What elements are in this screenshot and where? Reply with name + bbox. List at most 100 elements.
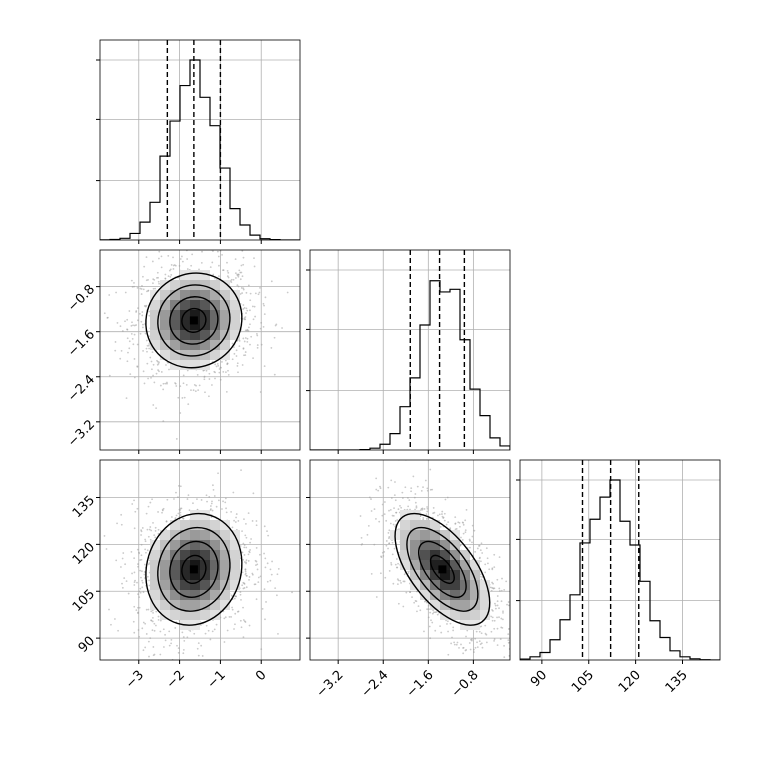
y-tick-label: −1.6 — [65, 327, 98, 360]
sample-point — [120, 523, 123, 526]
sample-point — [142, 275, 144, 278]
sample-point — [187, 494, 190, 497]
sample-point — [129, 373, 132, 375]
sample-point — [242, 619, 245, 621]
sample-point — [440, 631, 443, 634]
sample-point — [413, 496, 416, 499]
sample-point — [381, 503, 384, 506]
density-cell — [150, 590, 160, 600]
sample-point — [167, 254, 170, 257]
sample-point — [506, 603, 508, 606]
sample-point — [133, 333, 136, 336]
sample-point — [115, 291, 117, 294]
sample-point — [136, 286, 139, 289]
density-cell — [460, 600, 470, 610]
sample-point — [259, 391, 262, 393]
sample-point — [391, 541, 394, 544]
sample-point — [128, 310, 131, 312]
sample-point — [441, 510, 444, 513]
sample-point — [227, 276, 230, 279]
sample-point — [137, 629, 140, 631]
sample-point — [256, 568, 259, 571]
sample-point — [126, 360, 129, 363]
sample-point — [496, 578, 499, 581]
sample-point — [175, 514, 178, 517]
sample-point — [226, 261, 228, 264]
sample-point — [257, 293, 260, 296]
sample-point — [254, 315, 257, 318]
sample-point — [493, 638, 496, 641]
sample-point — [239, 591, 242, 594]
density-cell — [190, 570, 200, 580]
sample-point — [235, 355, 238, 357]
sample-point — [402, 605, 405, 608]
sample-point — [265, 601, 267, 603]
sample-point — [234, 623, 236, 626]
sample-point — [242, 304, 245, 306]
sample-point — [207, 629, 210, 632]
sample-point — [240, 598, 242, 601]
sample-point — [491, 619, 494, 622]
sample-point — [185, 383, 188, 386]
sample-point — [503, 644, 505, 647]
density-cell — [190, 350, 200, 360]
x-tick-label: 135 — [663, 668, 691, 696]
density-cell — [200, 330, 210, 340]
sample-point — [243, 554, 246, 556]
sample-point — [254, 559, 257, 562]
sample-point — [235, 516, 237, 519]
sample-point — [201, 250, 203, 253]
sample-point — [144, 548, 147, 551]
sample-point — [209, 505, 212, 507]
sample-point — [462, 647, 464, 649]
sample-point — [507, 604, 510, 607]
sample-point — [425, 601, 428, 604]
sample-point — [196, 647, 199, 650]
sample-point — [192, 389, 195, 392]
sample-point — [493, 566, 496, 568]
sample-point — [452, 629, 455, 632]
sample-point — [464, 519, 467, 522]
sample-point — [498, 616, 500, 619]
sample-point — [158, 282, 160, 285]
density-cell — [210, 290, 220, 300]
density-panel — [306, 459, 511, 664]
sample-point — [263, 313, 266, 316]
sample-point — [122, 552, 125, 554]
density-cell — [210, 540, 220, 550]
sample-point — [471, 524, 474, 527]
sample-point — [423, 630, 425, 633]
sample-point — [116, 522, 118, 525]
sample-point — [263, 304, 265, 307]
sample-point — [270, 280, 273, 283]
density-cell — [170, 350, 180, 360]
sample-point — [474, 646, 477, 649]
sample-point — [212, 250, 214, 252]
sample-point — [465, 508, 468, 511]
sample-point — [128, 347, 131, 350]
sample-point — [273, 373, 276, 376]
x-tick-label: −3 — [123, 668, 147, 692]
density-cell — [430, 540, 440, 550]
sample-point — [154, 526, 157, 529]
density-cell — [180, 270, 190, 280]
sample-point — [468, 642, 471, 644]
density-cell — [180, 360, 190, 370]
density-cell — [460, 610, 470, 620]
sample-point — [491, 616, 494, 619]
sample-point — [208, 496, 211, 498]
sample-point — [190, 264, 193, 267]
density-cell — [400, 540, 410, 550]
sample-point — [422, 516, 425, 519]
sample-point — [391, 553, 394, 556]
sample-point — [478, 544, 481, 547]
sample-point — [106, 316, 109, 319]
density-cell — [160, 570, 170, 580]
sample-point — [396, 519, 399, 521]
sample-point — [152, 363, 155, 366]
density-cell — [180, 610, 190, 620]
sample-point — [137, 606, 139, 609]
density-peak — [189, 565, 198, 574]
sample-point — [144, 563, 146, 566]
sample-point — [136, 548, 139, 551]
